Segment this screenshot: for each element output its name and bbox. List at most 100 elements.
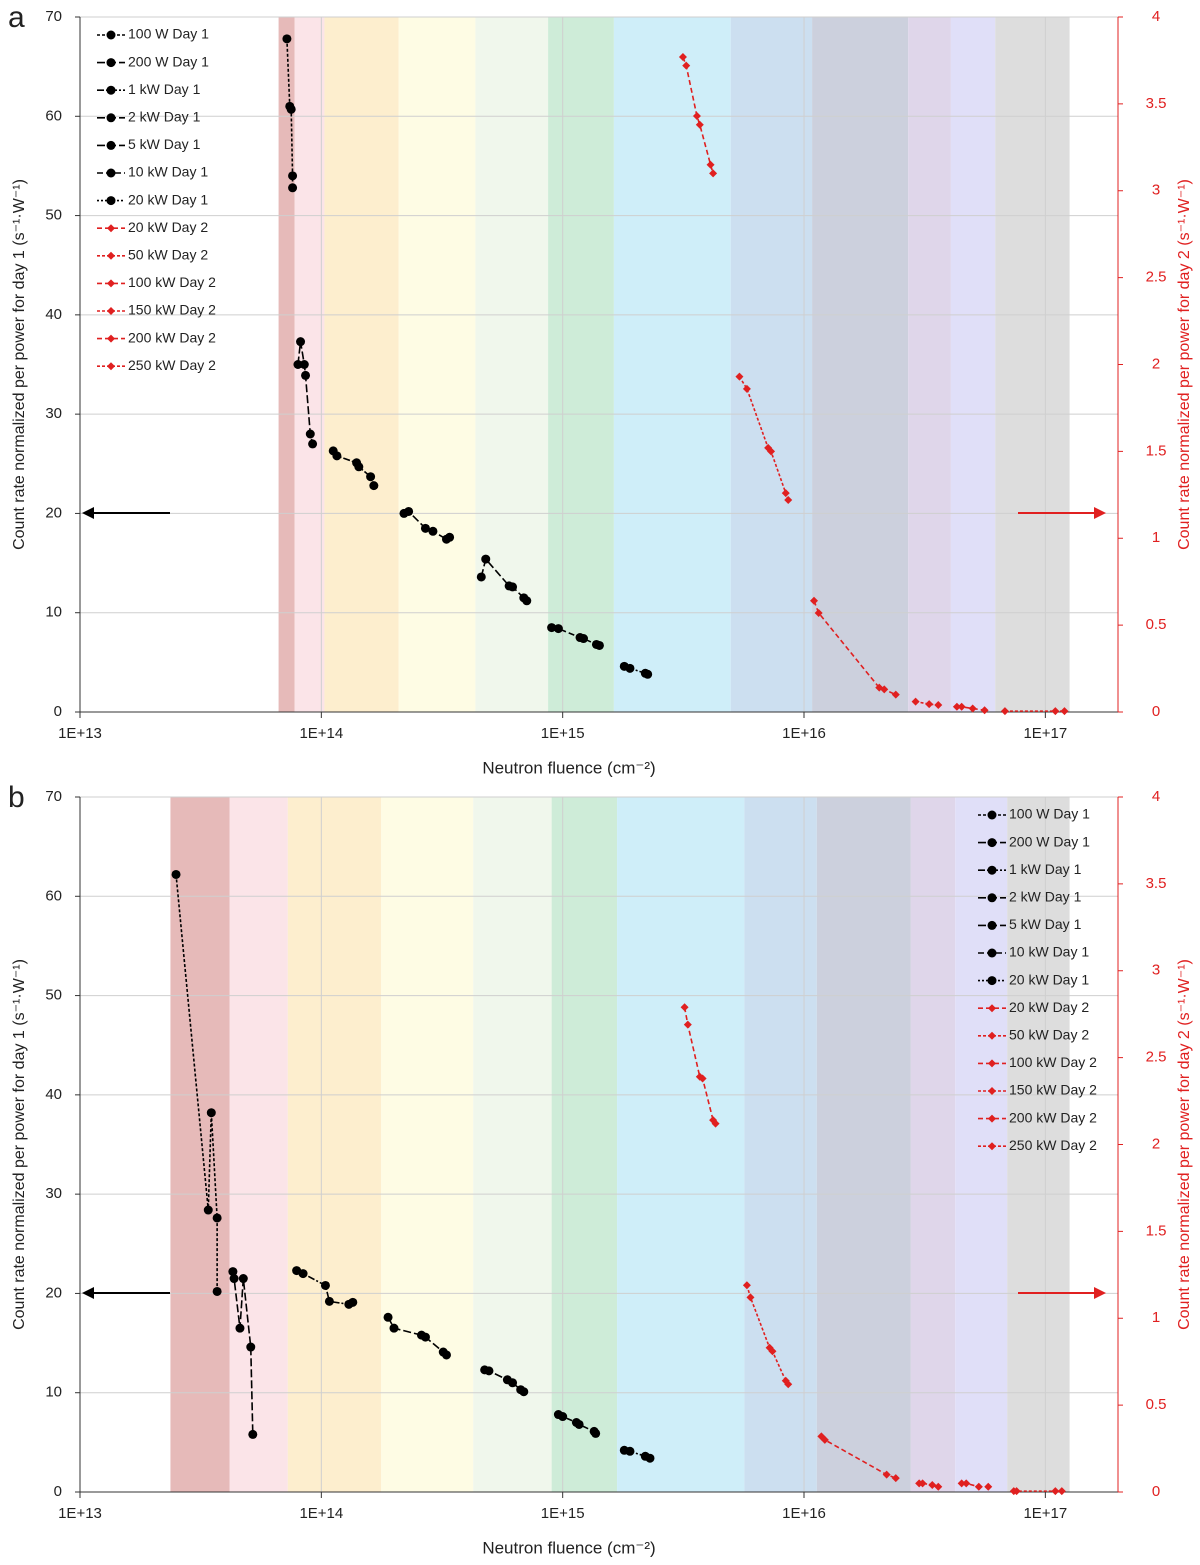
legend-label: 250 kW Day 2 bbox=[1009, 1137, 1097, 1153]
legend-label: 5 kW Day 1 bbox=[1009, 916, 1082, 932]
data-point bbox=[574, 1419, 584, 1429]
data-point bbox=[1051, 1487, 1060, 1496]
y-tick-label: 10 bbox=[45, 604, 62, 621]
y2-tick-label: 2 bbox=[1152, 355, 1160, 372]
fluence-band bbox=[908, 17, 951, 712]
data-point bbox=[742, 384, 751, 393]
data-point bbox=[558, 1412, 568, 1422]
data-point bbox=[918, 1479, 927, 1488]
legend-marker bbox=[988, 1087, 996, 1095]
legend-marker bbox=[106, 85, 116, 95]
panel-label: b bbox=[8, 781, 25, 814]
data-point bbox=[235, 1323, 245, 1333]
y-tick-label: 10 bbox=[45, 1384, 62, 1401]
fluence-band bbox=[816, 797, 911, 1492]
data-point bbox=[305, 429, 315, 439]
data-point bbox=[974, 1482, 983, 1491]
legend: 100 W Day 1 200 W Day 1 1 kW Day 1 2 kW Day… bbox=[97, 26, 216, 373]
y2-tick-label: 1 bbox=[1152, 1309, 1160, 1326]
y2-tick-label: 1 bbox=[1152, 529, 1160, 546]
y-tick-label: 0 bbox=[54, 1483, 62, 1500]
data-point bbox=[1012, 1487, 1021, 1496]
data-point bbox=[625, 663, 635, 673]
data-point bbox=[293, 360, 303, 369]
fluence-band bbox=[730, 17, 813, 712]
data-point bbox=[212, 1286, 222, 1296]
y2-tick-label: 0 bbox=[1152, 703, 1160, 720]
legend-label: 1 kW Day 1 bbox=[1009, 861, 1082, 877]
legend-label: 100 kW Day 2 bbox=[1009, 1054, 1097, 1070]
data-point bbox=[553, 624, 563, 634]
legend-marker bbox=[988, 1114, 996, 1123]
fluence-band bbox=[744, 797, 817, 1492]
y2-tick-label: 2 bbox=[1152, 1135, 1160, 1152]
data-point bbox=[891, 690, 900, 699]
data-point bbox=[709, 169, 718, 178]
y2-tick-label: 3 bbox=[1152, 182, 1160, 199]
data-point bbox=[484, 1366, 494, 1376]
data-point bbox=[369, 481, 379, 491]
legend-label: 2 kW Day 1 bbox=[1009, 889, 1082, 905]
fluence-band bbox=[551, 797, 618, 1492]
x-tick-label: 1E+15 bbox=[541, 725, 585, 742]
x-tick-label: 1E+16 bbox=[782, 725, 826, 742]
legend-marker bbox=[987, 838, 997, 848]
data-point bbox=[324, 1296, 334, 1306]
data-point bbox=[354, 462, 364, 472]
data-point bbox=[246, 1342, 256, 1352]
legend-label: 100 kW Day 2 bbox=[128, 274, 216, 290]
legend-label: 250 kW Day 2 bbox=[128, 357, 216, 373]
legend: 100 W Day 1 200 W Day 1 1 kW Day 1 2 kW Day… bbox=[978, 806, 1097, 1153]
data-point bbox=[229, 1274, 239, 1284]
data-point bbox=[735, 372, 744, 381]
y-axis-title: Count rate normalized per power for day … bbox=[11, 179, 28, 550]
y2-tick-label: 1.5 bbox=[1146, 442, 1167, 459]
data-point bbox=[768, 1347, 777, 1356]
y-tick-label: 0 bbox=[54, 703, 62, 720]
y-tick-label: 60 bbox=[45, 887, 62, 904]
data-point bbox=[383, 1312, 393, 1322]
data-point bbox=[203, 1205, 213, 1215]
data-point bbox=[320, 1280, 330, 1290]
data-point bbox=[445, 532, 455, 542]
data-point bbox=[1057, 1487, 1066, 1496]
y-tick-label: 30 bbox=[45, 405, 62, 422]
series-line bbox=[813, 600, 897, 696]
y2-tick-label: 4 bbox=[1152, 788, 1160, 805]
data-point bbox=[882, 1470, 891, 1479]
legend-label: 20 kW Day 2 bbox=[128, 219, 208, 235]
y-tick-label: 30 bbox=[45, 1185, 62, 1202]
data-point bbox=[968, 704, 977, 713]
data-point bbox=[683, 1020, 692, 1029]
y-tick-label: 50 bbox=[45, 987, 62, 1004]
legend-label: 200 kW Day 2 bbox=[128, 329, 216, 345]
data-point bbox=[742, 1281, 751, 1290]
arrow-head bbox=[1094, 507, 1106, 519]
data-point bbox=[643, 669, 653, 679]
data-point bbox=[645, 1453, 655, 1463]
legend-marker bbox=[987, 865, 997, 875]
data-point bbox=[301, 370, 311, 380]
legend-label: 100 W Day 1 bbox=[1009, 806, 1090, 822]
x-tick-label: 1E+13 bbox=[58, 1505, 102, 1522]
legend-marker bbox=[106, 196, 116, 206]
data-point bbox=[481, 554, 491, 564]
data-point bbox=[308, 439, 318, 449]
y-tick-label: 40 bbox=[45, 306, 62, 323]
y2-tick-label: 3.5 bbox=[1146, 95, 1167, 112]
arrow-head bbox=[82, 1287, 94, 1299]
data-point bbox=[698, 1074, 707, 1083]
data-point bbox=[547, 623, 557, 633]
fluence-band bbox=[473, 797, 552, 1492]
data-point bbox=[880, 685, 889, 694]
fluence-band bbox=[955, 797, 1008, 1492]
data-point bbox=[746, 1293, 755, 1302]
data-point bbox=[814, 608, 823, 617]
arrow-head bbox=[82, 507, 94, 519]
y-tick-label: 60 bbox=[45, 107, 62, 124]
data-point bbox=[781, 489, 790, 498]
legend-marker bbox=[106, 140, 116, 150]
legend-label: 200 W Day 1 bbox=[128, 53, 209, 69]
fluence-band bbox=[324, 17, 399, 712]
x-tick-label: 1E+15 bbox=[541, 1505, 585, 1522]
